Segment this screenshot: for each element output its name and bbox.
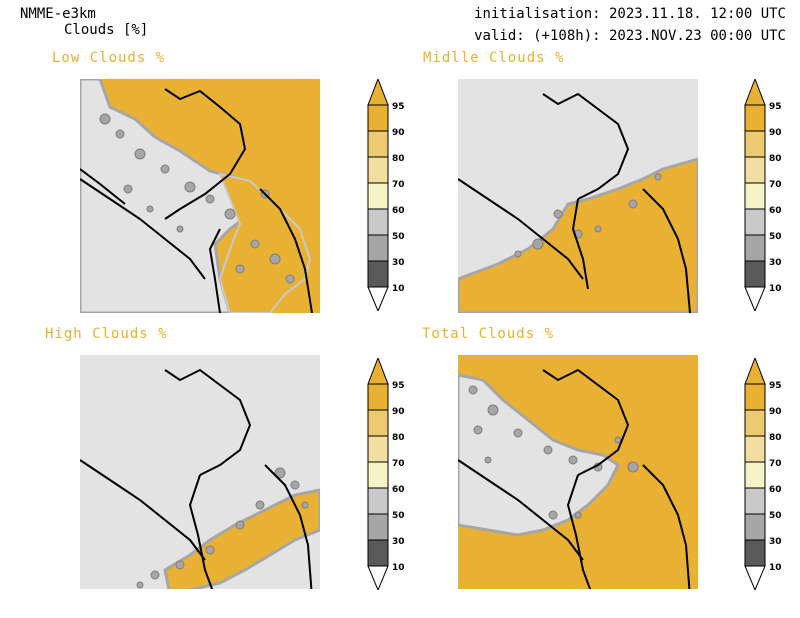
map-middle-clouds [458, 79, 698, 313]
colorbar-label-50: 50 [769, 232, 782, 242]
colorbar-middle-clouds: 95 90 80 70 60 50 30 10 [744, 79, 782, 311]
map-high-clouds [80, 355, 320, 589]
colorbar-label-60: 60 [769, 485, 782, 495]
colorbar-label-50: 50 [392, 232, 405, 242]
colorbar-label-30: 30 [392, 537, 405, 547]
colorbar-label-10: 10 [392, 563, 405, 573]
panel-title-high-clouds: High Clouds % [45, 326, 168, 342]
colorbar-total-clouds: 95 90 80 70 60 50 30 10 [744, 358, 782, 590]
colorbar-label-90: 90 [769, 128, 782, 138]
colorbar-high-clouds: 95 90 80 70 60 50 30 10 [367, 358, 405, 590]
colorbar-low-clouds: 95 90 80 70 60 50 30 10 [367, 79, 405, 311]
colorbar-label-80: 80 [392, 154, 405, 164]
valid-time: valid: (+108h): 2023.NOV.23 00:00 UTC [474, 28, 786, 44]
model-name: NMME-e3km [20, 6, 96, 22]
colorbar-label-95: 95 [392, 102, 405, 112]
colorbar-label-50: 50 [392, 511, 405, 521]
colorbar-label-70: 70 [392, 180, 405, 190]
init-time: initialisation: 2023.11.18. 12:00 UTC [474, 6, 786, 22]
colorbar-label-80: 80 [769, 154, 782, 164]
colorbar-label-50: 50 [769, 511, 782, 521]
map-low-clouds [80, 79, 320, 313]
colorbar-label-95: 95 [392, 381, 405, 391]
colorbar-label-90: 90 [392, 128, 405, 138]
colorbar-label-10: 10 [769, 563, 782, 573]
colorbar-label-60: 60 [392, 485, 405, 495]
colorbar-label-70: 70 [392, 459, 405, 469]
colorbar-label-70: 70 [769, 180, 782, 190]
colorbar-label-60: 60 [769, 206, 782, 216]
colorbar-label-30: 30 [769, 537, 782, 547]
colorbar-label-95: 95 [769, 381, 782, 391]
colorbar-label-95: 95 [769, 102, 782, 112]
panel-title-middle-clouds: Midlle Clouds % [423, 50, 565, 66]
variable-name: Clouds [%] [64, 22, 149, 38]
panel-title-total-clouds: Total Clouds % [422, 326, 555, 342]
colorbar-label-10: 10 [392, 284, 405, 294]
colorbar-label-60: 60 [392, 206, 405, 216]
colorbar-label-30: 30 [769, 258, 782, 268]
map-total-clouds [458, 355, 698, 589]
colorbar-label-90: 90 [769, 407, 782, 417]
colorbar-label-80: 80 [769, 433, 782, 443]
colorbar-label-70: 70 [769, 459, 782, 469]
colorbar-label-80: 80 [392, 433, 405, 443]
panel-title-low-clouds: Low Clouds % [52, 50, 166, 66]
colorbar-label-10: 10 [769, 284, 782, 294]
colorbar-label-30: 30 [392, 258, 405, 268]
colorbar-label-90: 90 [392, 407, 405, 417]
